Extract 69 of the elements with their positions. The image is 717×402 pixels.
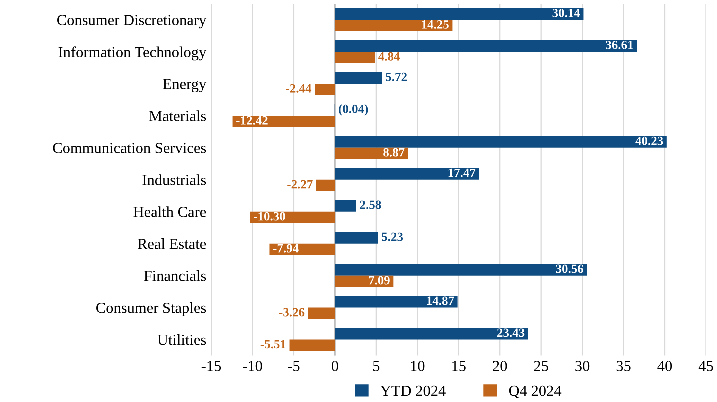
data-label: 17.47 [448, 168, 476, 178]
y-tick-label: Financials [144, 270, 206, 282]
data-label: 2.58 [360, 200, 382, 210]
bar [270, 244, 336, 256]
bar [335, 296, 458, 308]
bar [335, 264, 588, 276]
bar [335, 72, 382, 84]
bar [250, 212, 336, 224]
x-tick-label: 20 [493, 361, 508, 372]
data-label: 30.56 [556, 264, 584, 274]
bar [290, 340, 336, 352]
data-label: 14.87 [427, 296, 454, 306]
bar [335, 328, 528, 340]
data-label: -2.27 [288, 180, 313, 189]
bar [335, 136, 667, 148]
data-label: 36.61 [606, 40, 634, 50]
data-label: 40.23 [636, 136, 664, 146]
data-label: -12.42 [236, 116, 268, 125]
data-label: -2.44 [286, 84, 312, 93]
data-label: 8.87 [384, 148, 405, 157]
y-tick-label: Consumer Staples [96, 302, 206, 316]
y-tick-label: Industrials [142, 174, 206, 186]
y-tick-label: Energy [163, 79, 207, 93]
data-label: 30.14 [552, 8, 580, 18]
bar [335, 276, 394, 288]
y-tick-label: Materials [149, 110, 206, 122]
legend-label: Q4 2024 [509, 386, 562, 399]
data-label: -5.51 [260, 340, 286, 349]
bar [335, 40, 638, 52]
x-tick-label: 25 [534, 361, 548, 372]
bar [335, 232, 378, 244]
bar [335, 148, 408, 160]
x-tick-label: -10 [243, 361, 262, 372]
x-tick-label: 5 [373, 361, 380, 372]
y-tick-label: Consumer Discretionary [58, 15, 207, 29]
data-label: 5.72 [386, 72, 407, 82]
bar [232, 116, 336, 128]
data-label: 4.84 [378, 52, 400, 61]
bar [315, 84, 336, 96]
bar [335, 200, 356, 212]
y-tick-label: Health Care [134, 206, 206, 218]
x-tick-label: 0 [332, 361, 338, 372]
bar [316, 180, 336, 192]
data-label: (0.04) [339, 104, 368, 116]
x-tick-label: -5 [288, 361, 300, 372]
data-label: -10.30 [254, 212, 286, 221]
x-tick-label: 30 [576, 361, 590, 372]
legend-label: YTD 2024 [380, 386, 446, 396]
bar [308, 308, 336, 320]
bar [335, 20, 453, 32]
y-tick-label: Utilities [158, 334, 206, 346]
data-label: 14.25 [422, 20, 449, 29]
data-label: 23.43 [497, 328, 525, 338]
data-label: 5.23 [382, 232, 404, 242]
data-label: 7.09 [369, 276, 390, 285]
x-tick-label: 45 [698, 361, 714, 372]
x-tick-label: 35 [616, 361, 631, 372]
x-tick-label: -15 [202, 361, 222, 372]
data-label: -7.94 [273, 244, 299, 253]
y-tick-label: Communication Services [53, 143, 206, 154]
bar [335, 52, 376, 64]
x-tick-label: 15 [452, 361, 466, 372]
y-tick-label: Information Technology [58, 46, 207, 61]
bar [335, 8, 584, 20]
y-tick-label: Real Estate [138, 238, 206, 250]
bar [335, 168, 480, 180]
x-tick-label: 40 [658, 361, 672, 372]
data-label: -3.26 [279, 308, 305, 317]
x-tick-label: 10 [411, 361, 425, 372]
